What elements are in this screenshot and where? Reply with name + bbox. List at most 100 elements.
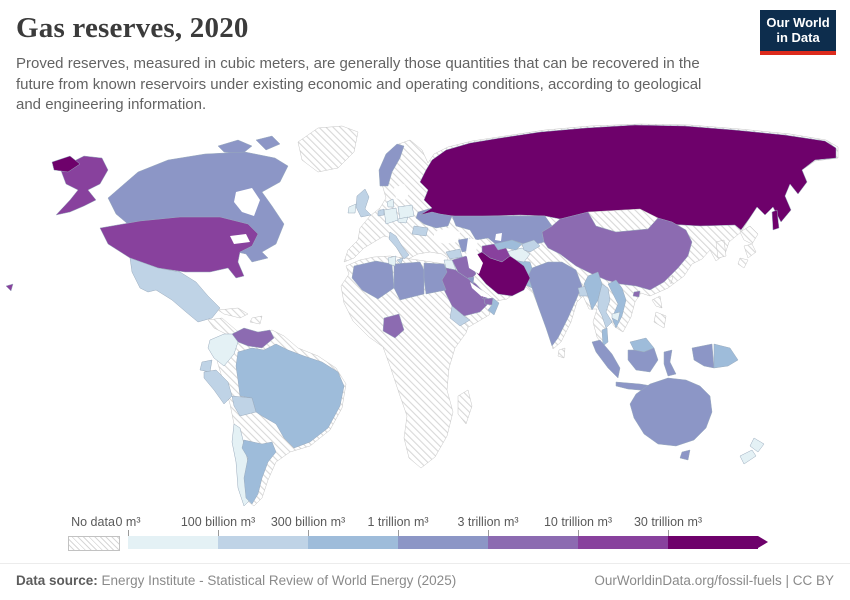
- legend-segment[interactable]: [578, 536, 668, 549]
- credit-link[interactable]: OurWorldinData.org/fossil-fuels | CC BY: [594, 573, 834, 588]
- country-norway[interactable]: [378, 143, 405, 187]
- legend-bar: 0 m³ 100 billion m³ 300 billion m³ 1 trilli…: [116, 512, 788, 560]
- country-australia[interactable]: [629, 377, 713, 447]
- hudson-bay: [234, 188, 260, 216]
- country-myanmar[interactable]: [583, 271, 603, 311]
- country-usa[interactable]: [99, 216, 259, 279]
- country-taiwan[interactable]: [667, 275, 674, 285]
- legend-no-data-swatch[interactable]: [68, 536, 120, 551]
- legend-arrow: [758, 536, 768, 548]
- legend-tick: [308, 530, 309, 536]
- country-uae[interactable]: [483, 297, 494, 306]
- owid-logo[interactable]: Our World in Data: [760, 10, 836, 55]
- country-egypt[interactable]: [423, 262, 448, 295]
- data-source: Data source: Energy Institute - Statisti…: [16, 573, 456, 600]
- legend-bin-label: 30 trillion m³: [633, 515, 703, 529]
- country-bolivia[interactable]: [231, 395, 257, 417]
- country-poland[interactable]: [397, 204, 415, 220]
- world-choropleth-map: [5, 123, 839, 507]
- legend-bin-label: 10 trillion m³: [543, 515, 613, 529]
- country-russia-sakhalin[interactable]: [771, 209, 780, 231]
- country-libya[interactable]: [393, 261, 425, 301]
- country-china[interactable]: [541, 211, 693, 291]
- country-brazil[interactable]: [235, 343, 345, 449]
- country-peru[interactable]: [203, 369, 233, 405]
- owid-logo-line2: in Data: [776, 29, 820, 45]
- country-japan-kyushu[interactable]: [737, 257, 749, 269]
- data-source-label: Data source:: [16, 573, 98, 588]
- persian-gulf: [470, 282, 488, 298]
- legend-tick: [488, 530, 489, 536]
- country-russia-chukotka[interactable]: [51, 155, 81, 173]
- country-mexico[interactable]: [129, 257, 221, 323]
- country-australia-tasmania[interactable]: [679, 449, 691, 461]
- map-legend: No data 0 m³ 100 billion m³ 300 billion m³…: [0, 512, 850, 560]
- country-netherlands[interactable]: [377, 208, 385, 217]
- country-vietnam[interactable]: [607, 279, 627, 329]
- country-ecuador[interactable]: [199, 359, 213, 373]
- legend-segment[interactable]: [308, 536, 398, 549]
- country-hispaniola[interactable]: [249, 315, 263, 325]
- country-yemen[interactable]: [449, 305, 471, 327]
- country-italy[interactable]: [388, 231, 410, 260]
- country-japan-hokkaido[interactable]: [739, 225, 759, 245]
- country-madagascar[interactable]: [457, 389, 473, 425]
- caspian-sea: [466, 238, 483, 274]
- country-ireland[interactable]: [347, 203, 357, 214]
- legend-segment[interactable]: [128, 536, 218, 549]
- legend-bin-label: 100 billion m³: [180, 515, 256, 529]
- country-usa-hawaii[interactable]: [5, 283, 14, 292]
- country-philippines-luzon[interactable]: [651, 295, 663, 309]
- country-syria[interactable]: [445, 248, 463, 260]
- country-indonesia-borneo[interactable]: [627, 347, 659, 373]
- country-czechia[interactable]: [397, 216, 409, 224]
- black-sea: [434, 228, 460, 244]
- great-lakes: [230, 234, 250, 244]
- country-kuwait[interactable]: [467, 276, 475, 285]
- country-malaysia-peninsula[interactable]: [601, 327, 609, 347]
- country-korea[interactable]: [715, 239, 727, 259]
- country-oman[interactable]: [487, 297, 500, 316]
- country-canada-arctic-islands[interactable]: [217, 139, 253, 155]
- country-iran[interactable]: [469, 251, 531, 297]
- country-colombia[interactable]: [207, 333, 239, 367]
- country-philippines-mindanao[interactable]: [653, 311, 667, 329]
- country-new-zealand-south[interactable]: [739, 449, 757, 465]
- country-kyrgyzstan[interactable]: [521, 239, 541, 253]
- country-venezuela[interactable]: [231, 327, 275, 349]
- country-uk[interactable]: [355, 188, 372, 218]
- legend-bin-label: 3 trillion m³: [457, 515, 519, 529]
- baltic-sea: [394, 184, 410, 202]
- legend-color-bar[interactable]: [128, 536, 758, 549]
- country-japan-honshu[interactable]: [743, 243, 757, 259]
- chart-subtitle: Proved reserves, measured in cubic meter…: [16, 55, 702, 114]
- legend-tick: [128, 530, 129, 536]
- country-indonesia-sumatra[interactable]: [591, 339, 621, 379]
- legend-segment[interactable]: [668, 536, 758, 549]
- country-indonesia-sulawesi[interactable]: [663, 349, 677, 377]
- legend-segment[interactable]: [398, 536, 488, 549]
- country-indonesia-papua[interactable]: [691, 343, 715, 369]
- country-papua-new-guinea[interactable]: [713, 343, 739, 369]
- country-denmark[interactable]: [386, 198, 395, 208]
- country-nigeria[interactable]: [382, 313, 405, 339]
- chart-footer: Data source: Energy Institute - Statisti…: [0, 563, 850, 600]
- country-algeria[interactable]: [351, 260, 395, 300]
- country-cuba[interactable]: [217, 307, 249, 319]
- legend-segment[interactable]: [218, 536, 308, 549]
- country-greenland[interactable]: [297, 125, 359, 173]
- country-china-hainan[interactable]: [632, 290, 641, 298]
- country-sri-lanka[interactable]: [557, 347, 566, 359]
- data-source-value: Energy Institute - Statistical Review of…: [101, 573, 457, 588]
- country-italy-sicily[interactable]: [396, 257, 404, 265]
- country-canada-arctic-islands2[interactable]: [255, 135, 281, 151]
- country-india[interactable]: [527, 261, 583, 347]
- country-romania[interactable]: [411, 225, 429, 237]
- country-cambodia[interactable]: [611, 311, 621, 322]
- country-africa-no-data[interactable]: [340, 255, 469, 469]
- legend-segment[interactable]: [488, 536, 578, 549]
- country-new-zealand-north[interactable]: [749, 437, 765, 453]
- country-argentina[interactable]: [241, 439, 277, 505]
- country-thailand[interactable]: [597, 283, 613, 329]
- country-tunisia[interactable]: [387, 255, 397, 267]
